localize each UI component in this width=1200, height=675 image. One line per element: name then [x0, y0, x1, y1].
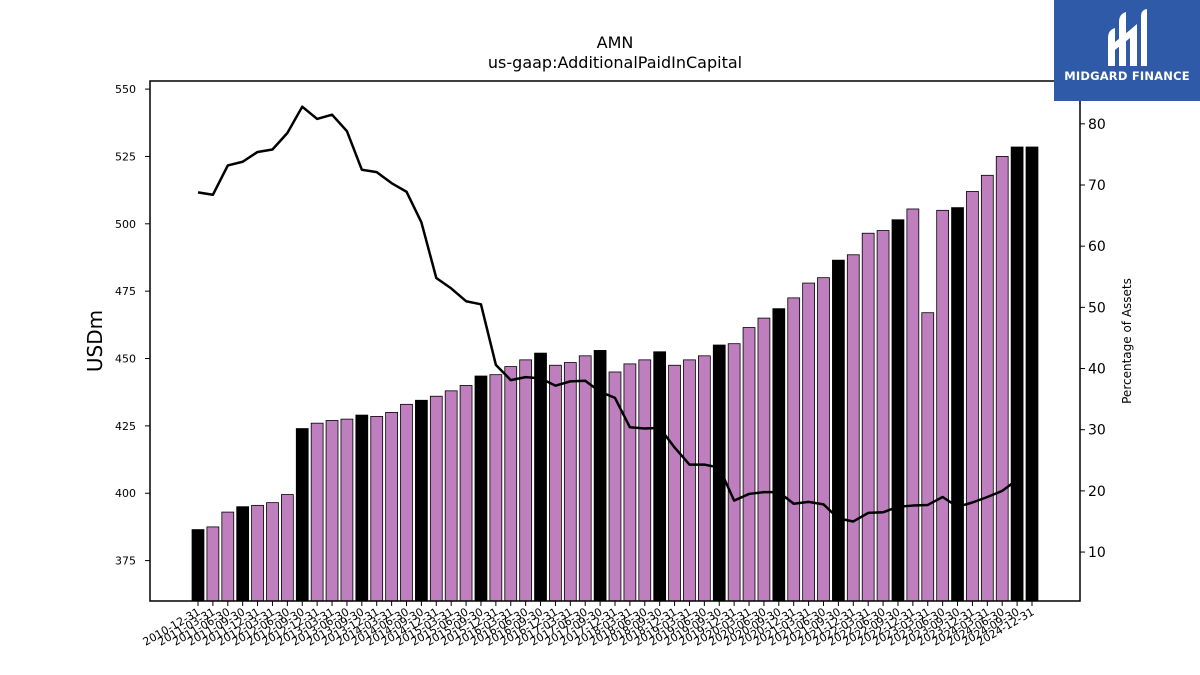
- bar-2022-03-31: [861, 232, 875, 602]
- y2-tick-label: 10: [1088, 545, 1106, 561]
- bar-2013-12-31: [370, 416, 384, 602]
- bar-2019-12-31: [727, 343, 741, 602]
- bar-2012-09-30: [295, 428, 309, 602]
- bar-2013-09-30: [355, 414, 369, 602]
- y2-tick-label: 20: [1088, 484, 1106, 500]
- y2-axis-label: Percentage of Assets: [1120, 278, 1134, 404]
- bar-2018-12-31: [668, 364, 681, 602]
- y2-tick-label: 40: [1088, 362, 1106, 378]
- bar-2014-12-31: [429, 395, 443, 602]
- bar-2021-09-30: [832, 259, 845, 602]
- left-axis: 375 400 425 450 475 500 525 550: [115, 83, 150, 568]
- bar-2014-06-30: [400, 403, 413, 602]
- bar-2012-12-31: [310, 422, 324, 602]
- percentage-line: [197, 105, 1018, 523]
- y2-tick-label: 60: [1088, 239, 1106, 255]
- bar-2020-12-31: [787, 297, 801, 602]
- bar-2017-03-31: [563, 362, 577, 602]
- y-tick-label: 400: [115, 487, 136, 500]
- y2-tick-label: 50: [1088, 300, 1106, 316]
- bar-2022-12-31: [906, 208, 920, 602]
- bar-2019-06-30: [698, 355, 711, 602]
- logo-mark-icon: [1108, 9, 1147, 66]
- y-tick-label: 425: [115, 420, 136, 433]
- brand-logo: MIDGARD FINANCE: [1054, 0, 1200, 101]
- bar-2018-09-30: [653, 351, 667, 602]
- y-tick-label: 525: [115, 150, 136, 163]
- bar-2014-03-31: [385, 411, 398, 602]
- bar-2023-12-31: [966, 191, 979, 602]
- bar-2016-09-30: [534, 352, 547, 602]
- chart-subtitle: us-gaap:AdditionalPaidInCapital: [488, 53, 742, 72]
- bar-2013-03-31: [325, 420, 339, 602]
- y-tick-label: 550: [115, 83, 136, 96]
- bar-2024-03-31: [980, 174, 994, 602]
- bar-2020-03-31: [742, 327, 756, 602]
- bar-2012-03-31: [266, 502, 279, 602]
- bar-2020-09-30: [772, 308, 786, 602]
- y-tick-label: 475: [115, 285, 136, 298]
- y-tick-label: 500: [115, 218, 136, 231]
- bar-2024-06-30: [995, 156, 1009, 602]
- bar-2024-09-30: [1010, 146, 1024, 602]
- bar-2019-09-30: [712, 344, 726, 602]
- logo-text: MIDGARD FINANCE: [1064, 69, 1190, 83]
- y-tick-label: 375: [115, 555, 136, 568]
- bar-2021-03-31: [802, 282, 815, 602]
- bar-2023-03-31: [921, 312, 935, 602]
- line-layer: [197, 105, 1018, 523]
- bar-2016-12-31: [549, 364, 562, 602]
- bar-2015-12-31: [489, 374, 503, 602]
- bar-2015-03-31: [444, 390, 458, 602]
- bar-2018-06-30: [638, 359, 652, 602]
- bar-2011-09-30: [236, 506, 250, 602]
- bar-2021-06-30: [817, 277, 830, 602]
- bar-2010-12-31: [191, 529, 205, 602]
- bar-2016-03-31: [504, 366, 518, 602]
- bar-2015-06-30: [459, 385, 473, 602]
- x-axis: 2010-12-312011-03-312011-06-302011-09-30…: [141, 601, 1037, 649]
- bar-2018-03-31: [623, 363, 637, 602]
- right-axis: 10 20 30 40 50 60 70 80: [1080, 117, 1106, 561]
- bar-2011-06-30: [221, 511, 235, 602]
- bar-2015-09-30: [474, 375, 488, 602]
- bar-2024-12-31: [1025, 146, 1039, 602]
- y-tick-label: 450: [115, 353, 136, 366]
- bar-2014-09-30: [415, 399, 428, 602]
- bar-2013-06-30: [340, 418, 354, 602]
- bar-2011-03-31: [206, 526, 220, 602]
- bar-2023-06-30: [936, 209, 950, 602]
- bars-layer: [191, 146, 1039, 602]
- bar-2019-03-31: [683, 359, 696, 602]
- y2-tick-label: 70: [1088, 178, 1106, 194]
- bar-2022-06-30: [876, 230, 890, 602]
- bar-2021-12-31: [846, 254, 860, 602]
- bar-2012-06-30: [280, 494, 294, 602]
- bar-2022-09-30: [891, 219, 905, 602]
- bar-2011-12-31: [251, 504, 264, 602]
- y2-tick-label: 30: [1088, 423, 1106, 439]
- bar-2016-06-30: [519, 359, 533, 602]
- bar-2017-06-30: [578, 355, 592, 602]
- bar-2023-09-30: [951, 207, 964, 602]
- y-axis-label: USDm: [83, 310, 107, 372]
- y2-tick-label: 80: [1088, 117, 1106, 133]
- chart-title: AMN: [597, 33, 634, 52]
- bar-2020-06-30: [757, 317, 771, 602]
